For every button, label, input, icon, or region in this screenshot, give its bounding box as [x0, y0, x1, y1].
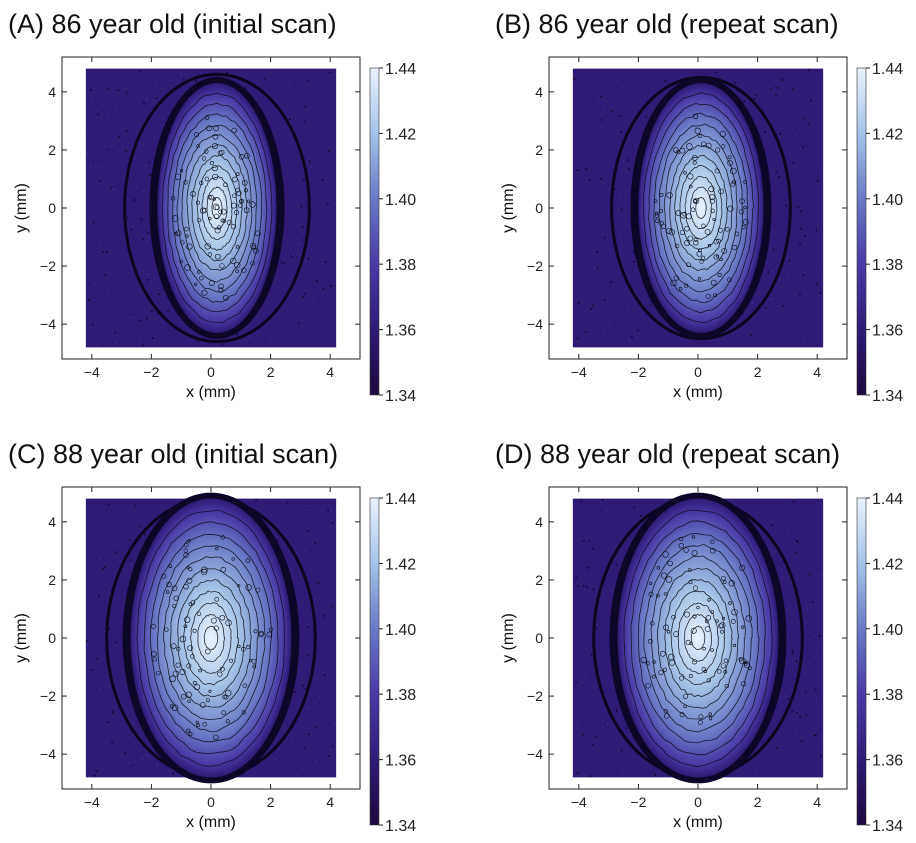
x-axis-label: x (mm) — [186, 384, 236, 401]
lens-region — [157, 83, 277, 333]
colorbar-tick-label: 1.42 — [872, 126, 903, 143]
colorbar-tick-label: 1.44 — [872, 491, 903, 508]
y-tick-label: 4 — [535, 84, 543, 100]
x-axis-label: x (mm) — [673, 814, 723, 831]
lens-region — [638, 83, 764, 333]
colorbar-tick-label: 1.34 — [385, 388, 416, 405]
contour-lines — [643, 92, 759, 323]
y-tick-label: 0 — [535, 200, 543, 216]
y-tick-label: −4 — [527, 746, 543, 762]
y-tick-label: −2 — [527, 688, 543, 704]
y-tick-label: 0 — [48, 630, 56, 646]
colorbar-tick-label: 1.40 — [385, 622, 416, 639]
panel-d: (D) 88 year old (repeat scan) −4 −2 0 2 4 −4 −2… — [495, 439, 903, 835]
x-tick-label: 0 — [694, 794, 702, 810]
x-tick-label: −2 — [143, 364, 159, 380]
colorbar-tick-label: 1.34 — [872, 818, 903, 835]
y-axis-label: y (mm) — [13, 183, 30, 233]
contour-lines — [623, 509, 773, 768]
x-tick-label: −4 — [84, 364, 100, 380]
y-tick-label: 2 — [48, 142, 56, 158]
panel-a: (A) 86 year old (initial scan) −4 −2 0 2 4 −4 −… — [8, 9, 416, 405]
x-tick-label: 2 — [754, 794, 762, 810]
colorbar-tick-label: 1.38 — [385, 687, 416, 704]
y-axis-label: y (mm) — [500, 613, 517, 663]
y-tick-label: 4 — [48, 514, 56, 530]
x-tick-label: 0 — [207, 794, 215, 810]
x-tick-label: 2 — [267, 364, 275, 380]
colorbar — [369, 497, 380, 826]
colorbar-tick-label: 1.38 — [385, 257, 416, 274]
x-tick-label: −2 — [630, 364, 646, 380]
x-tick-label: −2 — [630, 794, 646, 810]
y-tick-label: 2 — [535, 142, 543, 158]
x-tick-label: 0 — [207, 364, 215, 380]
x-tick-label: −4 — [571, 794, 587, 810]
colorbar — [369, 67, 380, 396]
colorbar-tick-label: 1.40 — [872, 622, 903, 639]
colorbar-tick-label: 1.38 — [872, 687, 903, 704]
x-tick-label: 0 — [694, 364, 702, 380]
y-tick-label: −4 — [527, 316, 543, 332]
y-tick-label: 0 — [48, 200, 56, 216]
y-axis-label: y (mm) — [500, 183, 517, 233]
x-tick-label: 4 — [326, 364, 334, 380]
colorbar-tick-label: 1.40 — [385, 192, 416, 209]
panel-title: (B) 86 year old (repeat scan) — [495, 9, 839, 39]
colorbar-tick-label: 1.42 — [872, 556, 903, 573]
colorbar-tick-label: 1.34 — [385, 818, 416, 835]
colorbar-tick-label: 1.40 — [872, 192, 903, 209]
panel-title: (D) 88 year old (repeat scan) — [495, 439, 840, 469]
y-tick-label: −4 — [40, 746, 56, 762]
x-tick-label: 2 — [267, 794, 275, 810]
x-axis-label: x (mm) — [673, 384, 723, 401]
y-tick-label: −2 — [527, 258, 543, 274]
x-tick-label: −4 — [571, 364, 587, 380]
colorbar-tick-label: 1.36 — [872, 753, 903, 770]
y-tick-label: −2 — [40, 688, 56, 704]
panel-c: (C) 88 year old (initial scan) −4 −2 0 2 4 −4 −… — [8, 439, 416, 835]
x-tick-label: 4 — [813, 794, 821, 810]
x-tick-label: 4 — [326, 794, 334, 810]
colorbar-tick-label: 1.44 — [385, 491, 416, 508]
x-tick-label: −4 — [84, 794, 100, 810]
y-tick-label: −2 — [40, 258, 56, 274]
lens-region — [617, 498, 779, 778]
capsule-outline — [123, 72, 311, 344]
x-tick-label: 4 — [813, 364, 821, 380]
colorbar-tick-label: 1.44 — [872, 61, 903, 78]
contour-lines — [136, 509, 285, 767]
colorbar-tick-label: 1.36 — [385, 753, 416, 770]
colorbar-tick-label: 1.42 — [385, 126, 416, 143]
panel-b: (B) 86 year old (repeat scan) −4 −2 0 2 4 −4 −2… — [495, 9, 903, 405]
x-tick-label: 2 — [754, 364, 762, 380]
colorbar-tick-label: 1.44 — [385, 61, 416, 78]
colorbar — [856, 67, 867, 396]
y-tick-label: 2 — [48, 572, 56, 588]
colorbar-tick-label: 1.38 — [872, 257, 903, 274]
x-axis-label: x (mm) — [186, 814, 236, 831]
colorbar-tick-label: 1.42 — [385, 556, 416, 573]
lens-region — [130, 498, 292, 778]
colorbar-tick-label: 1.34 — [872, 388, 903, 405]
colorbar-tick-label: 1.36 — [385, 323, 416, 340]
contour-lines — [161, 92, 273, 323]
panel-title: (A) 86 year old (initial scan) — [8, 9, 337, 39]
x-tick-label: −2 — [143, 794, 159, 810]
colorbar-tick-label: 1.36 — [872, 323, 903, 340]
y-axis-label: y (mm) — [13, 613, 30, 663]
y-tick-label: −4 — [40, 316, 56, 332]
panel-title: (C) 88 year old (initial scan) — [8, 439, 338, 469]
y-tick-label: 0 — [535, 630, 543, 646]
y-tick-label: 2 — [535, 572, 543, 588]
colorbar — [856, 497, 867, 826]
y-tick-label: 4 — [535, 514, 543, 530]
y-tick-label: 4 — [48, 84, 56, 100]
